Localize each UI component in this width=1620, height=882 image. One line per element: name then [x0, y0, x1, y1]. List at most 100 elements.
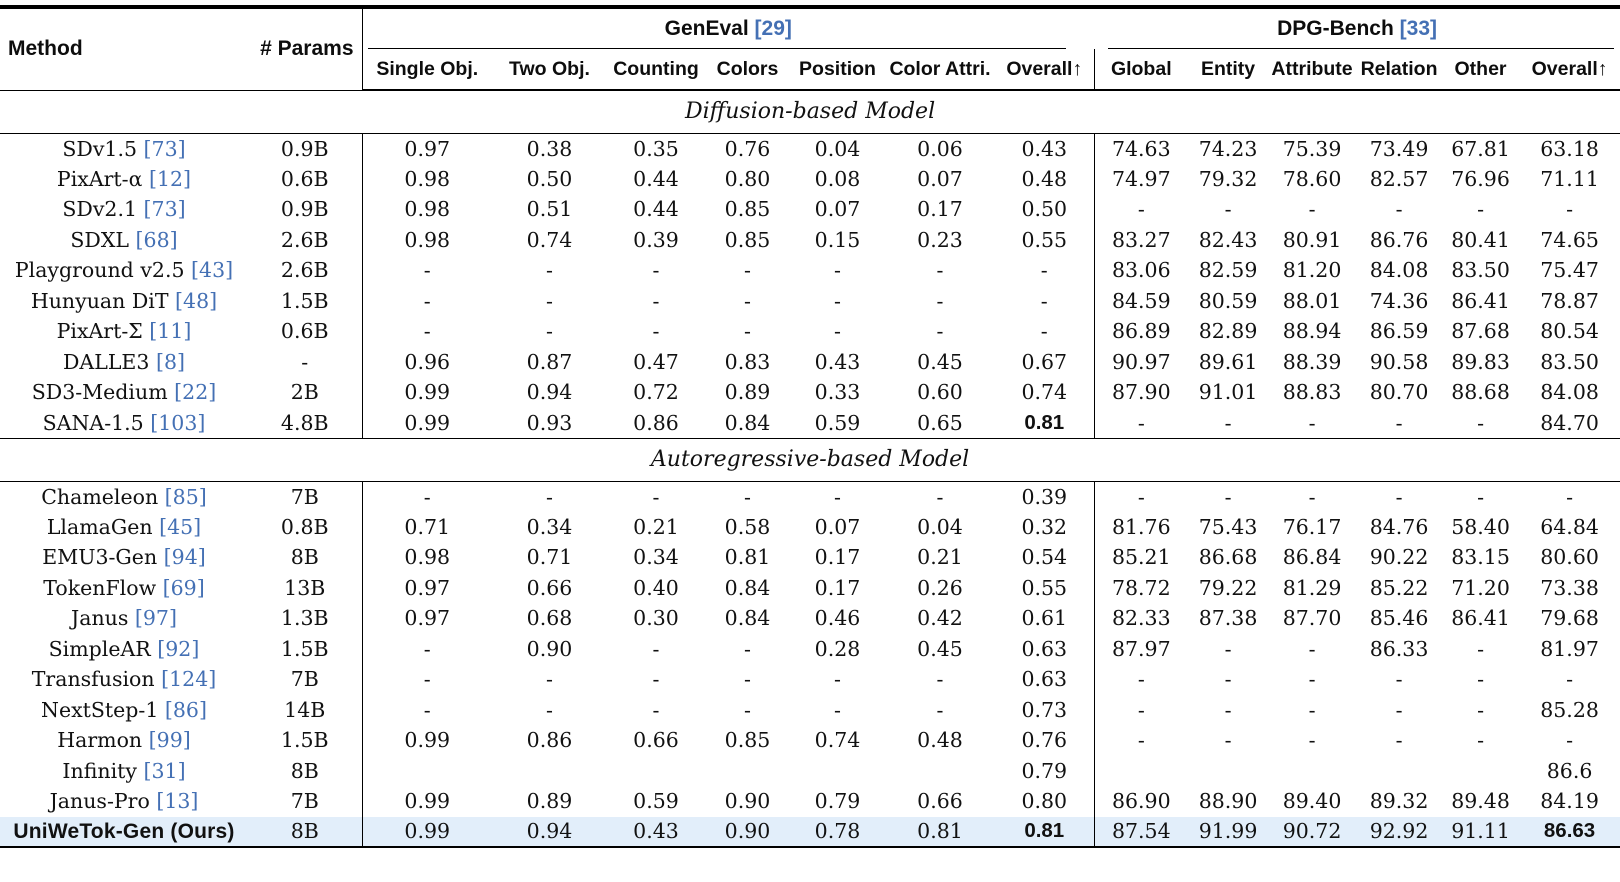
params-value: 13B	[284, 575, 326, 600]
geneval-cell: 0.17	[814, 545, 861, 570]
geneval-cell: -	[834, 667, 841, 692]
dpg-cell: 74.97	[1093, 163, 1189, 194]
geneval-cell: 0.85	[724, 197, 771, 222]
dpg-cell: 89.61	[1198, 349, 1258, 374]
dpg-cell: 86.84	[1282, 545, 1342, 570]
dpg-cell: -	[1224, 484, 1232, 509]
geneval-cell: -	[936, 667, 944, 692]
geneval-cell: 0.15	[814, 227, 861, 252]
dpg-cell: 81.76	[1093, 511, 1189, 542]
citation-link[interactable]: [73]	[137, 197, 186, 222]
table-row: PixArt-Σ [11] 0.6B - - - - - - - 86.89 82.89 88.94 8…	[0, 316, 1620, 347]
method-name: Janus [97]	[0, 603, 248, 634]
geneval-cell: 0.33	[814, 380, 861, 405]
geneval-cell: 0.51	[526, 197, 573, 222]
citation-link[interactable]: [45]	[152, 514, 202, 539]
geneval-cell: 0.59	[814, 410, 861, 435]
citation-link[interactable]: [94]	[157, 545, 206, 570]
citation-link[interactable]: [31]	[136, 758, 186, 783]
method-name: DALLE3 [8]	[0, 347, 248, 378]
dpg-cell: -	[1477, 484, 1484, 509]
geneval-cell: 0.98	[361, 542, 492, 573]
citation-link[interactable]: [33]	[1399, 17, 1438, 40]
geneval-cell: 0.78	[790, 816, 885, 847]
citation-link[interactable]: [124]	[154, 667, 217, 692]
citation-link[interactable]: [29]	[754, 17, 792, 40]
dpg-cell: -	[1395, 197, 1403, 222]
citation-link[interactable]: [85]	[158, 484, 207, 509]
geneval-cell: 0.21	[917, 545, 963, 570]
table-row: DALLE3 [8] - 0.96 0.87 0.47 0.83 0.43 0.45 0.67 9…	[0, 346, 1620, 378]
citation-link[interactable]: [68]	[129, 227, 178, 252]
citation-link[interactable]: [86]	[158, 697, 207, 722]
citation-link[interactable]: [99]	[142, 728, 191, 753]
method-name: Janus-Pro [13]	[0, 786, 248, 817]
dpg-cell: -	[1395, 410, 1403, 435]
dpg-cell: -	[1395, 484, 1403, 509]
geneval-cell: 0.17	[917, 197, 963, 222]
dpg-cell: 88.68	[1451, 380, 1510, 405]
dpg-cell: 82.57	[1369, 166, 1429, 191]
geneval-cell: 0.98	[361, 224, 492, 255]
benchmark-comparison-table: Method # Params GenEval [29] DPG-Bench […	[0, 5, 1620, 848]
geneval-cell: 0.81	[995, 816, 1095, 847]
citation-link[interactable]: [13]	[149, 789, 199, 814]
citation-link[interactable]: [73]	[137, 136, 186, 161]
geneval-cell: 0.79	[814, 789, 861, 814]
dpg-cell: 80.70	[1369, 380, 1429, 405]
geneval-cell: 0.54	[1021, 545, 1068, 570]
params-value: 1.5B	[280, 728, 329, 753]
citation-link[interactable]: [12]	[142, 166, 192, 191]
dpg-cell: 80.91	[1282, 227, 1342, 252]
dpg-cell	[1356, 756, 1442, 787]
method-label: LlamaGen	[46, 514, 153, 539]
geneval-cell: 0.66	[633, 728, 679, 753]
citation-link[interactable]: [48]	[168, 288, 218, 313]
citation-link[interactable]: [97]	[128, 606, 177, 631]
geneval-cell: -	[546, 484, 553, 509]
params-value: 0.9B	[280, 136, 329, 161]
dpg-cell: 58.40	[1451, 514, 1510, 539]
dpg-cell	[1093, 755, 1189, 786]
method-name: NextStep-1 [86]	[0, 695, 248, 726]
geneval-cell: 0.84	[724, 410, 771, 435]
geneval-cell: 0.48	[1021, 166, 1068, 191]
table-body: Diffusion-based Model SDv1.5 [73] 0.9B 0.97…	[0, 89, 1620, 847]
dpg-cell: 85.46	[1369, 606, 1429, 631]
geneval-cell: -	[361, 694, 492, 725]
params-value: 0.9B	[280, 197, 329, 222]
dpg-cell: 86.41	[1451, 606, 1510, 631]
dpg-cell: 82.33	[1093, 603, 1189, 634]
dpg-cell: 86.63	[1519, 816, 1620, 847]
geneval-cell: 0.08	[814, 166, 861, 191]
method-label: PixArt-α	[56, 166, 143, 191]
citation-link[interactable]: [103]	[143, 410, 206, 435]
dpg-cell: 75.39	[1282, 136, 1342, 161]
method-name: Chameleon [85]	[0, 481, 248, 512]
params-value: 1.5B	[280, 288, 329, 313]
method-label: UniWeTok-Gen (Ours)	[13, 819, 235, 843]
geneval-cell: 0.99	[361, 816, 492, 847]
citation-link[interactable]: [69]	[156, 575, 205, 600]
citation-link[interactable]: [11]	[142, 319, 192, 344]
col-entity: Entity	[1188, 49, 1269, 91]
citation-link[interactable]: [92]	[150, 636, 200, 661]
geneval-cell: 0.81	[885, 816, 995, 847]
dpg-cell: 84.08	[1540, 380, 1599, 405]
geneval-cell: 0.81	[724, 545, 771, 570]
dpg-cell: 90.97	[1093, 346, 1189, 377]
method-label: SANA-1.5	[42, 410, 144, 435]
citation-link[interactable]: [22]	[167, 380, 217, 405]
dpg-cell: -	[1308, 728, 1316, 753]
geneval-cell: 0.85	[724, 728, 771, 753]
method-label: NextStep-1	[41, 697, 159, 722]
dpg-cell: 73.38	[1540, 575, 1599, 600]
params-value: 7B	[290, 667, 319, 692]
citation-link[interactable]: [43]	[184, 258, 234, 283]
dpg-cell: -	[1308, 410, 1316, 435]
method-label: SDv2.1	[62, 197, 138, 222]
citation-link[interactable]: [8]	[149, 349, 186, 374]
method-name: SDXL [68]	[0, 225, 248, 256]
geneval-cell: 0.30	[633, 606, 679, 631]
dpg-cell: 84.08	[1369, 258, 1429, 283]
